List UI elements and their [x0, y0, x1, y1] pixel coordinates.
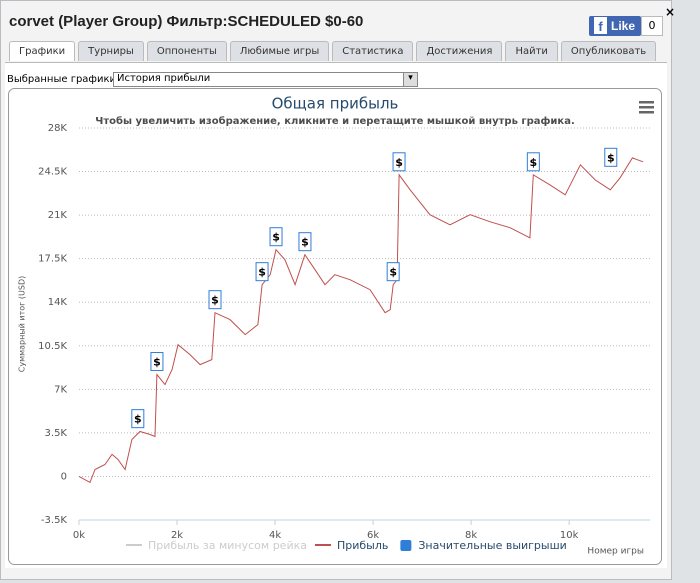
big-win-marker: $	[131, 409, 145, 429]
y-tick-label: 28K	[48, 123, 68, 134]
big-win-marker: $	[255, 262, 269, 282]
menu-icon[interactable]	[639, 101, 654, 114]
marker-label: $	[211, 294, 219, 307]
marker-box	[392, 152, 406, 172]
big-win-marker: $	[386, 262, 400, 282]
marker-box	[131, 409, 145, 429]
chart-frame	[8, 88, 662, 565]
y-tick-label: -3.5K	[41, 515, 68, 526]
legend-item[interactable]: Прибыль за минусом рейка	[126, 539, 307, 552]
big-win-marker: $	[208, 290, 222, 310]
big-win-marker: $	[392, 152, 406, 172]
marker-box	[255, 262, 269, 282]
y-tick-label: 3.5K	[45, 428, 68, 439]
page-title: corvet (Player Group) Фильтр:SCHEDULED $…	[9, 13, 364, 30]
y-tick-label: 10.5K	[38, 341, 67, 352]
legend-label: Значительные выигрыши	[418, 539, 566, 552]
y-tick-label: 7K	[54, 384, 67, 395]
x-tick-label: 0k	[73, 530, 85, 541]
y-axis-label: Суммарный итог (USD)	[18, 276, 27, 373]
x-tick-label: 4k	[269, 530, 281, 541]
y-tick-label: 0	[61, 471, 67, 482]
tabs: Графики Турниры Оппоненты Любимые игры Стати…	[9, 41, 657, 61]
big-win-marker: $	[604, 147, 618, 167]
y-tick-label: 17.5K	[38, 254, 67, 265]
tab[interactable]: Любимые игры	[229, 41, 330, 61]
marker-label: $	[153, 356, 161, 369]
tab[interactable]: Найти	[505, 41, 558, 61]
marker-box	[208, 290, 222, 310]
tab[interactable]: Графики	[9, 41, 76, 61]
x-tick-label: 10k	[560, 530, 579, 541]
legend-swatch	[400, 540, 412, 551]
big-win-marker: $	[150, 352, 164, 372]
legend-label: Прибыль	[337, 539, 388, 552]
tab[interactable]: Статистика	[332, 41, 414, 61]
marker-box	[298, 232, 312, 252]
marker-label: $	[272, 231, 280, 244]
x-axis-label: Номер игры	[587, 547, 644, 557]
marker-label: $	[395, 156, 403, 169]
chart: Общая прибыль Чтобы увеличить изображени…	[8, 88, 662, 565]
x-tick-label: 6k	[367, 530, 379, 541]
like-button[interactable]: Like	[589, 16, 642, 36]
marker-box	[526, 152, 540, 172]
selector-label: Выбранные графики:	[7, 74, 120, 85]
legend-label: Прибыль за минусом рейка	[148, 539, 307, 552]
marker-box	[269, 227, 283, 247]
marker-label: $	[607, 151, 615, 164]
marker-box	[386, 262, 400, 282]
marker-box	[604, 147, 618, 167]
marker-box	[150, 352, 164, 372]
tab[interactable]: Достижения	[416, 41, 503, 61]
y-tick-label: 24.5K	[38, 167, 67, 178]
marker-label: $	[301, 236, 309, 249]
y-tick-label: 21K	[48, 210, 68, 221]
marker-label: $	[389, 266, 397, 279]
chart-title: Общая прибыль	[272, 95, 399, 113]
like-count: 0	[641, 16, 663, 36]
selector[interactable]: История прибыли	[113, 72, 418, 87]
marker-label: $	[530, 156, 538, 169]
big-win-marker: $	[298, 232, 312, 252]
tab[interactable]: Опубликовать	[560, 41, 657, 61]
big-win-marker: $	[269, 227, 283, 247]
marker-label: $	[258, 266, 266, 279]
close-button[interactable]: ×	[665, 5, 676, 19]
tab[interactable]: Турниры	[78, 41, 144, 61]
big-win-marker: $	[526, 152, 540, 172]
x-tick-label: 8k	[465, 530, 477, 541]
x-tick-label: 2k	[171, 530, 183, 541]
legend-item[interactable]: Значительные выигрыши	[400, 539, 567, 552]
legend-item[interactable]: Прибыль	[314, 539, 388, 552]
tab[interactable]: Оппоненты	[146, 41, 227, 61]
line	[78, 157, 644, 484]
marker-label: $	[134, 413, 142, 426]
chart-subtitle: Чтобы увеличить изображение, кликните и …	[95, 115, 575, 127]
y-tick-label: 14K	[48, 297, 68, 308]
